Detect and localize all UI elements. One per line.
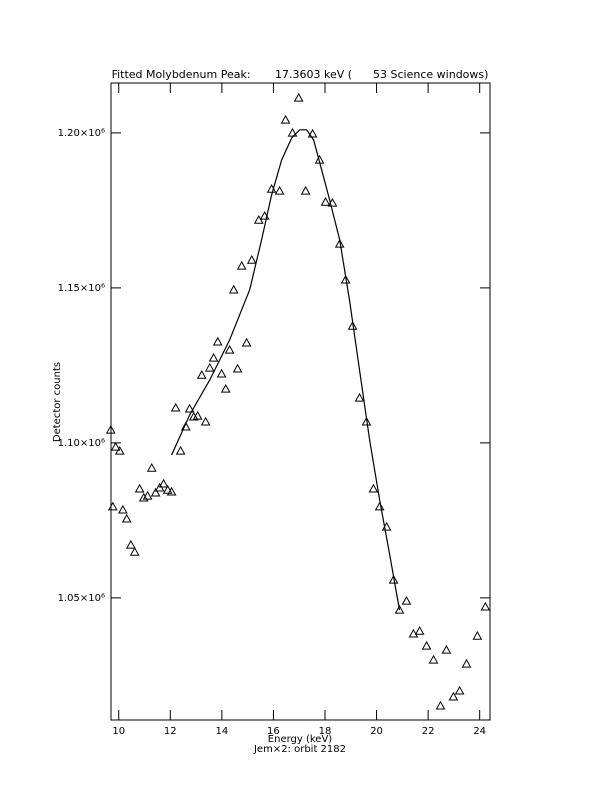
data-point — [121, 513, 132, 523]
data-point — [228, 284, 239, 294]
data-point — [448, 691, 459, 701]
data-point — [401, 595, 412, 605]
plot-frame — [110, 82, 491, 721]
data-point — [428, 654, 439, 664]
data-point — [170, 402, 181, 412]
chart-title: Fitted Molybdenum Peak: 17.3603 keV ( 53… — [112, 68, 489, 81]
data-point — [158, 478, 169, 488]
data-point — [287, 127, 298, 137]
data-point — [180, 421, 191, 431]
data-point — [232, 363, 243, 373]
subtitle: Jem×2: orbit 2182 — [253, 744, 346, 755]
y-tick-label: 1.15×10⁶ — [58, 283, 105, 294]
y-tick-label: 1.10×10⁶ — [58, 438, 105, 449]
y-tick-label: 1.20×10⁶ — [58, 128, 105, 139]
data-point — [138, 492, 149, 502]
data-point — [408, 628, 419, 638]
data-point — [394, 604, 405, 614]
data-point — [300, 185, 311, 195]
data-point — [320, 197, 331, 206]
data-point — [293, 92, 304, 102]
data-point — [374, 501, 385, 511]
data-point — [146, 462, 157, 472]
data-point — [220, 383, 231, 393]
data-point — [414, 626, 425, 635]
data-point — [105, 424, 116, 434]
data-point — [142, 490, 153, 500]
data-point — [126, 539, 136, 549]
data-point — [162, 484, 173, 494]
data-point — [280, 114, 291, 124]
data-point — [184, 403, 195, 413]
data-point — [461, 658, 472, 668]
data-point — [334, 238, 345, 248]
data-point — [118, 504, 128, 514]
data-point — [166, 486, 177, 496]
data-point — [435, 700, 446, 710]
data-point — [480, 601, 491, 611]
data-point — [212, 336, 223, 346]
data-point — [188, 411, 199, 421]
data-point — [107, 501, 118, 511]
data-point — [192, 410, 203, 420]
x-tick-label: 20 — [370, 726, 383, 737]
data-point — [340, 274, 351, 284]
data-point — [134, 483, 145, 493]
data-point — [175, 445, 186, 455]
x-tick-label: 18 — [319, 726, 332, 737]
data-point — [114, 445, 125, 455]
x-tick-label: 24 — [473, 726, 486, 737]
x-tick-label: 22 — [422, 726, 435, 737]
data-point — [246, 254, 257, 264]
data-point — [368, 483, 379, 493]
data-point — [150, 487, 161, 497]
x-tick-label: 16 — [267, 726, 280, 737]
data-point — [204, 362, 215, 372]
x-tick-label: 12 — [164, 726, 177, 737]
data-point — [307, 128, 318, 138]
data-point — [200, 416, 211, 426]
data-point — [224, 344, 235, 354]
data-point — [388, 574, 399, 584]
data-point — [454, 685, 465, 695]
x-tick-label: 10 — [112, 726, 125, 737]
data-point — [129, 546, 140, 556]
data-point — [241, 337, 252, 347]
y-axis-label: Detector counts — [52, 362, 63, 442]
data-point — [421, 640, 432, 650]
data-point — [216, 368, 227, 378]
y-tick-label: 1.05×10⁶ — [58, 593, 105, 604]
data-point — [472, 630, 483, 640]
data-point — [361, 416, 372, 426]
data-point — [236, 260, 247, 270]
x-axis-label: Energy (keV) — [268, 734, 333, 745]
fit-line — [171, 129, 401, 611]
x-tick-label: 14 — [215, 726, 228, 737]
data-point — [208, 352, 219, 362]
data-point — [354, 392, 365, 402]
data-point — [110, 441, 121, 451]
data-point — [196, 369, 207, 379]
data-point — [274, 185, 285, 195]
data-point — [441, 644, 452, 654]
data-point — [347, 320, 358, 330]
